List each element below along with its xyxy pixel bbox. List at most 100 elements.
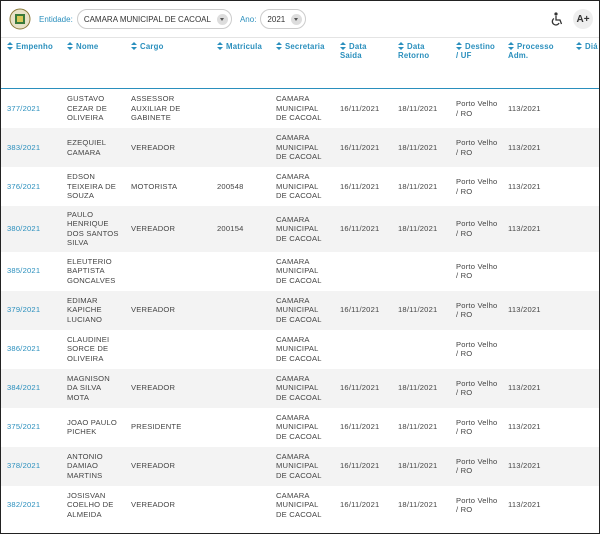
table-cell[interactable]: 386/2021 — [7, 344, 41, 354]
table-cell: 113/2021 — [502, 446, 570, 486]
column-header[interactable]: Diá — [570, 38, 599, 89]
table-cell — [570, 368, 599, 408]
table-cell[interactable]: 385/2021 — [7, 266, 41, 276]
column-title: Data Saida — [340, 42, 367, 60]
table-cell: CAMARA MUNICIPAL DE CACOAL — [270, 290, 334, 330]
table-cell — [211, 408, 270, 447]
table-cell — [570, 167, 599, 206]
table-cell[interactable]: 380/2021 — [1, 206, 61, 252]
table-cell: EDSON TEIXEIRA DE SOUZA — [67, 172, 117, 201]
table-cell: ASSESSOR AUXILIAR DE GABINETE — [131, 94, 181, 123]
table-cell: EZEQUIEL CAMARA — [61, 128, 125, 167]
table-row: 375/2021 JOAO PAULO PICHEK PRESIDENTE CAMAR… — [1, 408, 599, 447]
table-cell: 18/11/2021 — [392, 128, 450, 167]
table-cell: CAMARA MUNICIPAL DE CACOAL — [276, 94, 322, 123]
table-cell: CAMARA MUNICIPAL DE CACOAL — [270, 128, 334, 167]
table-cell: Porto Velho / RO — [456, 99, 498, 118]
table-cell: VEREADOR — [125, 368, 211, 408]
year-label: Ano: — [239, 14, 257, 24]
table-cell: Porto Velho / RO — [450, 290, 502, 330]
table-cell: PRESIDENTE — [131, 422, 182, 432]
table-cell: 16/11/2021 — [334, 128, 392, 167]
column-header[interactable]: Empenho — [1, 38, 61, 89]
table-row: 385/2021 ELEUTERIO BAPTISTA GONCALVES CAMA… — [1, 252, 599, 291]
table-cell: CAMARA MUNICIPAL DE CACOAL — [276, 413, 322, 441]
table-cell: 113/2021 — [502, 206, 570, 252]
column-header[interactable]: Data Retorno — [392, 38, 450, 89]
table-cell: CLAUDINEI SORCE DE OLIVEIRA — [67, 335, 110, 363]
table-cell: Porto Velho / RO — [450, 128, 502, 167]
table-row: 377/2021 GUSTAVO CEZAR DE OLIVEIRA ASSESSO… — [1, 89, 599, 129]
table-cell: Porto Velho / RO — [456, 495, 498, 515]
table-cell[interactable]: 383/2021 — [1, 128, 61, 167]
table-cell[interactable]: 376/2021 — [7, 181, 41, 191]
table-cell — [211, 486, 270, 525]
table-cell[interactable]: 375/2021 — [7, 422, 41, 432]
table-cell[interactable]: 379/2021 — [1, 290, 61, 330]
table-cell[interactable]: 378/2021 — [1, 446, 61, 486]
table-cell: CAMARA MUNICIPAL DE CACOAL — [276, 491, 322, 519]
table-cell: VEREADOR — [131, 500, 176, 510]
table-cell: 16/11/2021 — [340, 422, 380, 432]
column-header[interactable]: Data Saida — [334, 38, 392, 89]
table-cell — [570, 486, 599, 525]
table-cell: MAGNISON DA SILVA MOTA — [61, 368, 125, 408]
table: Empenho Nome Cargo Matricula Secretaria Data … — [1, 38, 599, 525]
column-title: Destino / UF — [456, 42, 495, 60]
font-size-button[interactable]: A+ — [573, 9, 593, 29]
entity-select[interactable]: CAMARA MUNICIPAL DE CACOAL — [76, 9, 232, 29]
table-cell: ELEUTERIO BAPTISTA GONCALVES — [67, 257, 116, 285]
dropdown-icon — [216, 13, 228, 25]
year-select[interactable]: 2021 — [260, 9, 307, 29]
sort-icon — [398, 42, 404, 50]
column-header[interactable]: Processo Adm. — [502, 38, 570, 89]
column-header[interactable]: Secretaria — [270, 38, 334, 89]
accessibility-icon[interactable] — [549, 11, 565, 27]
table-body: 377/2021 GUSTAVO CEZAR DE OLIVEIRA ASSESSO… — [1, 89, 599, 525]
table-cell — [211, 128, 270, 167]
header-row: Empenho Nome Cargo Matricula Secretaria Data … — [1, 38, 599, 89]
toolbar: A+ — [549, 9, 599, 29]
table-cell: 113/2021 — [502, 128, 570, 167]
font-size-label: A+ — [576, 13, 590, 25]
table-cell — [211, 330, 270, 369]
table-cell — [125, 330, 211, 369]
table-cell — [211, 290, 270, 330]
entity-label: Entidade: — [39, 14, 73, 24]
table-cell — [502, 252, 570, 291]
table-cell[interactable]: 377/2021 — [7, 103, 41, 113]
column-header[interactable]: Destino / UF — [450, 38, 502, 89]
logo — [9, 8, 31, 30]
table-cell: CAMARA MUNICIPAL DE CACOAL — [270, 368, 334, 408]
table-cell: VEREADOR — [125, 446, 211, 486]
column-title: Matricula — [226, 42, 263, 51]
table-cell: ANTONIO DAMIAO MARTINS — [61, 446, 125, 486]
table-cell: 16/11/2021 — [334, 368, 392, 408]
table-cell[interactable]: 382/2021 — [7, 500, 41, 510]
table-row: 382/2021 JOSISVAN COELHO DE ALMEIDA VEREAD… — [1, 486, 599, 525]
table-cell: 18/11/2021 — [392, 206, 450, 252]
table-cell: Porto Velho / RO — [456, 339, 498, 359]
table-row: 380/2021 PAULO HENRIQUE DOS SANTOS SILVA V… — [1, 206, 599, 252]
table-cell — [392, 252, 450, 291]
column-header[interactable]: Cargo — [125, 38, 211, 89]
table-cell: Porto Velho / RO — [456, 417, 498, 437]
sort-icon — [217, 42, 223, 50]
table-cell — [570, 89, 599, 129]
table-cell: CAMARA MUNICIPAL DE CACOAL — [276, 172, 322, 201]
table-cell — [334, 330, 392, 369]
table-cell: 16/11/2021 — [340, 500, 380, 510]
sort-icon — [131, 42, 137, 50]
table-cell — [570, 252, 599, 291]
sort-icon — [7, 42, 13, 50]
table-cell: EDIMAR KAPICHE LUCIANO — [61, 290, 125, 330]
column-title: Empenho — [16, 42, 53, 51]
table-cell: PAULO HENRIQUE DOS SANTOS SILVA — [61, 206, 125, 252]
table-cell[interactable]: 384/2021 — [1, 368, 61, 408]
table-cell: 200548 — [217, 181, 244, 191]
column-header[interactable]: Matricula — [211, 38, 270, 89]
column-header[interactable]: Nome — [61, 38, 125, 89]
sort-icon — [340, 42, 346, 50]
table-cell: 18/11/2021 — [398, 181, 438, 191]
table-cell — [570, 330, 599, 369]
